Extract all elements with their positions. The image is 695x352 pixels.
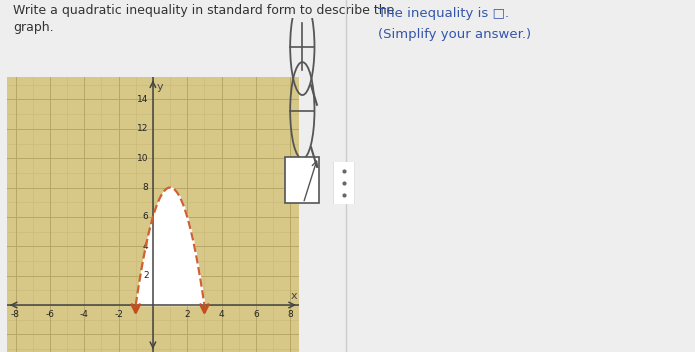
Text: 4: 4 [143, 242, 149, 251]
Text: 8: 8 [143, 183, 149, 192]
Text: Write a quadratic inequality in standard form to describe the
graph.: Write a quadratic inequality in standard… [13, 4, 394, 33]
Text: -8: -8 [11, 310, 20, 319]
Text: -4: -4 [80, 310, 89, 319]
Text: x: x [291, 291, 297, 301]
Text: The inequality is □.
(Simplify your answer.): The inequality is □. (Simplify your answ… [378, 7, 531, 40]
Text: 2: 2 [184, 310, 190, 319]
Text: 6: 6 [143, 212, 149, 221]
Text: 12: 12 [137, 124, 149, 133]
Text: 4: 4 [219, 310, 224, 319]
Text: 14: 14 [137, 95, 149, 104]
Text: y: y [156, 82, 163, 92]
Text: 2: 2 [143, 271, 149, 280]
Text: 8: 8 [288, 310, 293, 319]
FancyBboxPatch shape [333, 161, 355, 206]
Text: 10: 10 [137, 154, 149, 163]
Text: -6: -6 [45, 310, 54, 319]
Text: -2: -2 [114, 310, 123, 319]
FancyBboxPatch shape [286, 157, 320, 203]
Text: 6: 6 [253, 310, 259, 319]
